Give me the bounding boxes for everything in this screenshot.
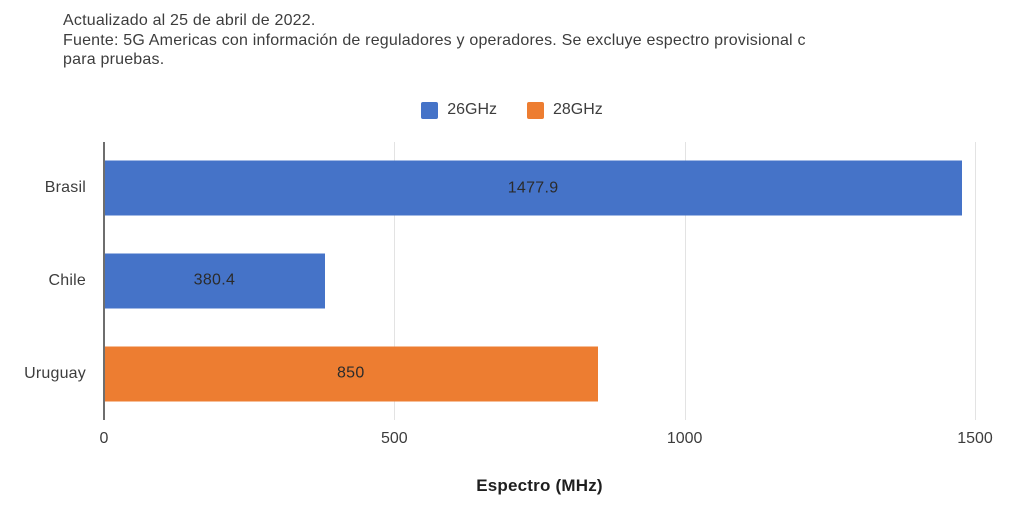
legend-label-28ghz: 28GHz (553, 101, 603, 118)
legend-swatch-28ghz-icon (527, 101, 544, 119)
plot-area: 1477.9 380.4 850 (103, 142, 976, 420)
annotation-block: Actualizado al 25 de abril de 2022. Fuen… (63, 11, 1024, 70)
source-note-line1: Fuente: 5G Americas con información de r… (63, 31, 806, 49)
legend-item-26ghz: 26GHz (421, 101, 497, 119)
gridline-1000 (684, 142, 686, 420)
x-tick-label-500: 500 (380, 430, 408, 447)
bar-uruguay-28ghz: 850 (104, 346, 598, 402)
x-tick-label-1000: 1000 (666, 430, 703, 447)
axis-baseline (103, 142, 105, 420)
category-axis-labels: Brasil Chile Uruguay (0, 142, 95, 420)
legend: 26GHz 28GHz (0, 101, 1024, 119)
x-tick-label-0: 0 (99, 430, 109, 447)
update-note: Actualizado al 25 de abril de 2022. (63, 12, 316, 29)
legend-label-26ghz: 26GHz (447, 101, 497, 118)
value-axis-ticks: 0 500 1000 1500 (100, 430, 993, 452)
bar-brasil-26ghz: 1477.9 (104, 160, 963, 216)
bar-value-label: 1477.9 (507, 179, 559, 197)
bar-row-brasil: 1477.9 (104, 142, 975, 235)
source-note-line2: para pruebas. (63, 51, 165, 68)
bar-row-chile: 380.4 (104, 235, 975, 328)
x-tick-label-1500: 1500 (957, 430, 993, 447)
category-label-uruguay: Uruguay (24, 364, 86, 382)
bar-chile-26ghz: 380.4 (104, 253, 325, 309)
gridline-500 (394, 142, 396, 420)
legend-swatch-26ghz-icon (421, 101, 439, 119)
bar-value-label: 380.4 (193, 271, 236, 289)
x-axis-title: Espectro (MHz) (476, 476, 603, 495)
category-label-brasil: Brasil (44, 179, 86, 197)
bar-row-uruguay: 850 (104, 327, 975, 420)
bar-value-label: 850 (336, 364, 365, 382)
category-label-chile: Chile (48, 272, 86, 289)
legend-item-28ghz: 28GHz (527, 101, 603, 119)
gridline-1500 (975, 142, 976, 420)
